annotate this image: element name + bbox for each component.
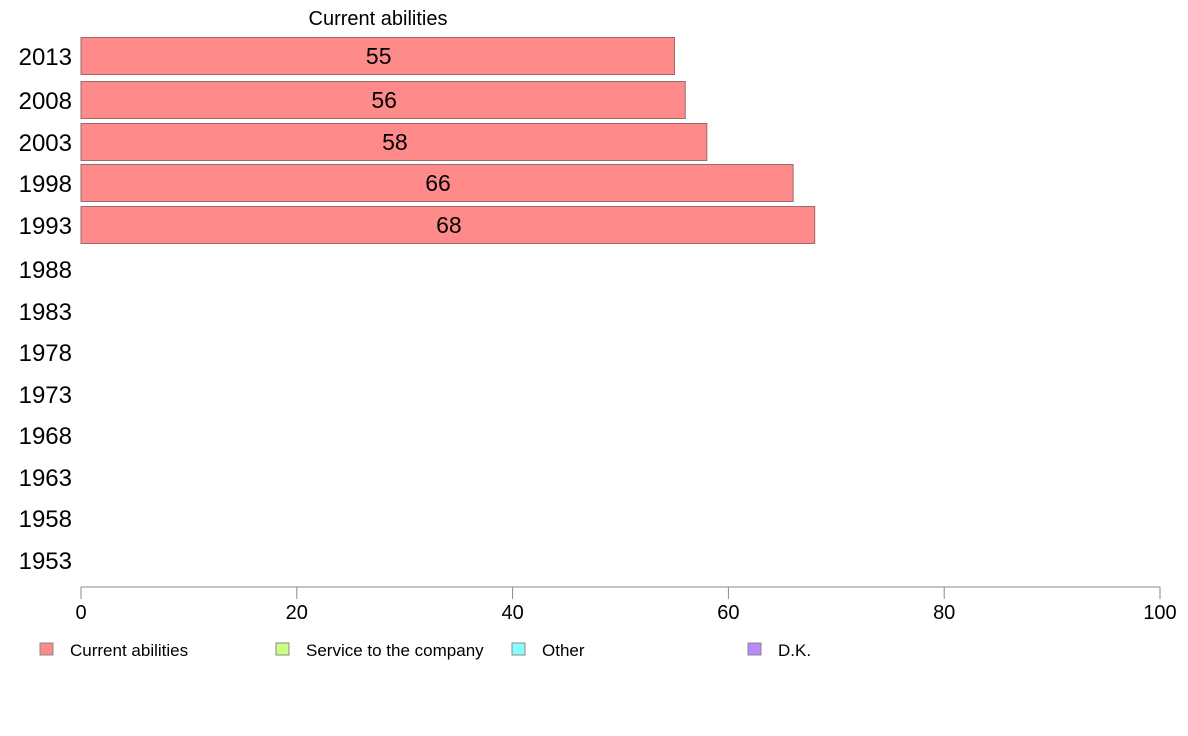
x-tick-label-60: 60 [717,602,739,624]
bar-2003-series-0 [80,123,708,161]
legend-swatch-0 [39,642,54,656]
x-axis: 0 20 40 60 80 100 [75,586,1177,624]
legend-label-2: Other [542,641,585,660]
x-tick-label-0: 0 [75,602,86,624]
bar-value-label-2013: 55 [366,43,392,69]
bar-1998-series-0 [80,164,794,202]
x-tick-label-80: 80 [933,602,955,624]
category-label-1983: 1983 [19,299,72,326]
category-label-2013: 2013 [19,44,72,71]
bar-value-label-2003: 58 [382,129,408,155]
category-label-1998: 1998 [19,171,72,198]
category-label-1993: 1993 [19,213,72,240]
category-label-1963: 1963 [19,465,72,492]
bar-value-label-2008: 56 [371,87,397,113]
x-tick-label-40: 40 [501,602,523,624]
bar-value-label-1998: 66 [425,170,451,196]
category-label-2008: 2008 [19,88,72,115]
series-title: Current abilities [309,8,448,30]
x-tick-label-100: 100 [1143,602,1176,624]
category-label-1988: 1988 [19,257,72,284]
category-label-1978: 1978 [19,340,72,367]
legend-swatch-2 [511,642,526,656]
legend-label-1: Service to the company [306,641,484,660]
bar-2013-series-0 [80,37,675,75]
legend-swatch-3 [747,642,762,656]
bar-2008-series-0 [80,81,686,119]
category-label-1958: 1958 [19,506,72,533]
category-label-1973: 1973 [19,382,72,409]
legend-label-3: D.K. [778,641,811,660]
bars-layer: 55 56 58 66 68 [80,37,816,244]
legend-swatch-1 [275,642,290,656]
bar-value-label-1993: 68 [436,212,462,238]
category-label-2003: 2003 [19,130,72,157]
x-tick-label-20: 20 [286,602,308,624]
category-labels: 2013 2008 2003 1998 1993 1988 1983 1978 1973 1968… [19,44,72,575]
bar-1993-series-0 [80,206,816,244]
legend-label-0: Current abilities [70,641,188,660]
category-label-1968: 1968 [19,423,72,450]
category-label-1953: 1953 [19,548,72,575]
legend: Current abilities Service to the company O… [39,641,811,660]
